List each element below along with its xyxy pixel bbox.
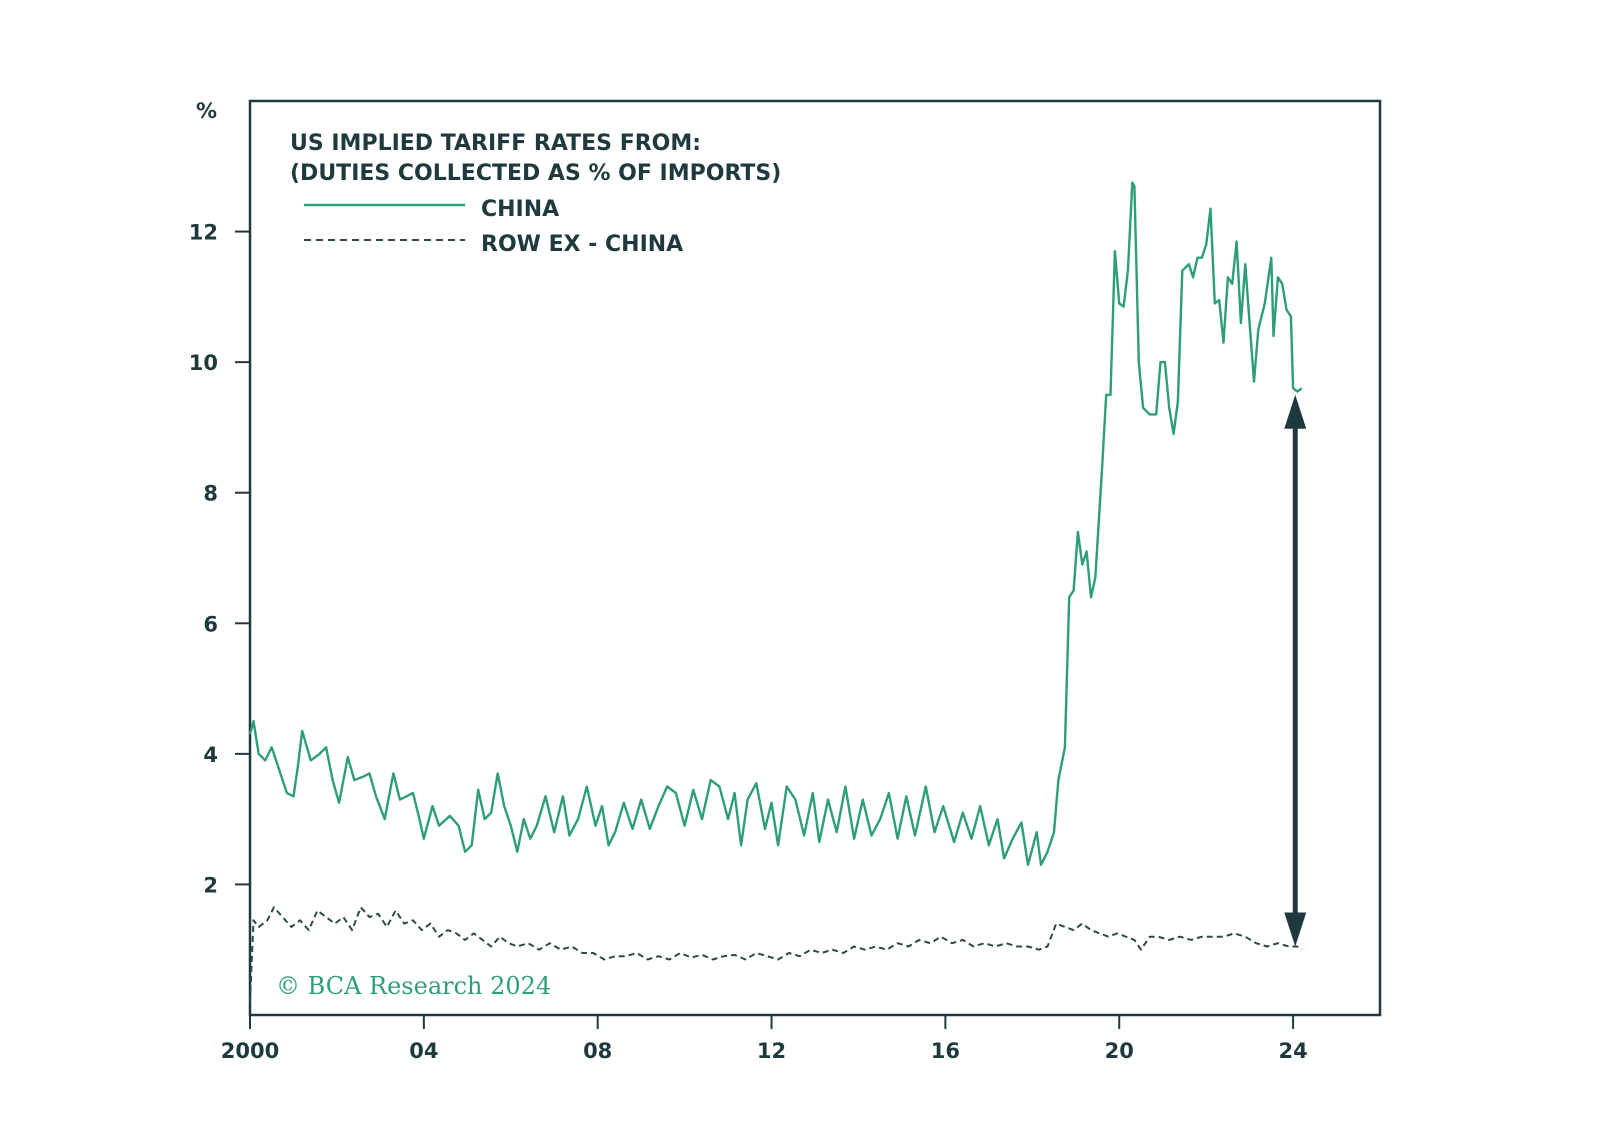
legend-label-china: CHINA	[481, 197, 559, 222]
x-tick-label: 20	[1105, 1039, 1134, 1063]
annotation-layer	[1284, 394, 1307, 947]
plot-frame	[248, 99, 1382, 1017]
legend-label-row: ROW EX - CHINA	[481, 232, 683, 257]
y-tick-label: 2	[203, 873, 218, 897]
series-line-row-ex-china	[249, 906, 1303, 1002]
x-tick-label: 12	[757, 1039, 786, 1063]
x-axis: 2000 04 08 12 16 20 24	[221, 1015, 1308, 1063]
series-line-china	[248, 181, 1303, 866]
y-tick-label: 6	[203, 612, 218, 636]
chart-subtitle: (DUTIES COLLECTED AS % OF IMPORTS)	[290, 161, 781, 186]
y-tick-label: 8	[203, 482, 218, 506]
copyright-watermark: © BCA Research 2024	[276, 972, 551, 1000]
series-layer	[248, 181, 1303, 1002]
y-tick-label: 12	[189, 221, 218, 245]
legend: CHINA ROW EX - CHINA	[304, 197, 683, 257]
x-tick-label: 04	[409, 1039, 438, 1063]
y-unit-label: %	[196, 99, 217, 123]
x-tick-label: 16	[931, 1039, 960, 1063]
annotation-arrow-head-up	[1284, 394, 1307, 429]
annotation-arrow-head-down	[1284, 912, 1307, 947]
y-axis: 2 4 6 8 10 12	[189, 221, 250, 897]
y-tick-label: 10	[189, 351, 218, 375]
y-tick-label: 4	[203, 743, 218, 767]
x-tick-label: 2000	[221, 1039, 279, 1063]
chart-title: US IMPLIED TARIFF RATES FROM:	[290, 131, 701, 156]
x-tick-label: 24	[1278, 1039, 1307, 1063]
x-tick-label: 08	[583, 1039, 612, 1063]
